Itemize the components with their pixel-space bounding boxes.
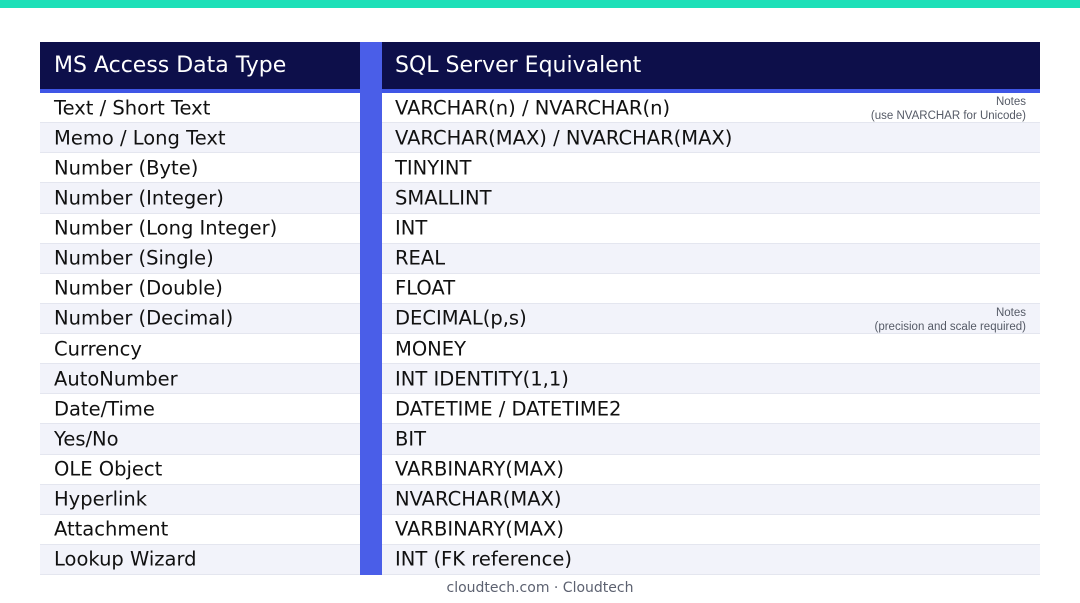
access-type-text: Currency — [54, 337, 142, 361]
access-type-cell: Lookup Wizard — [40, 544, 360, 574]
sql-type-text: VARBINARY(MAX) — [395, 457, 564, 481]
access-type-cell: Number (Double) — [40, 274, 360, 303]
sql-type-text: DECIMAL(p,s) — [395, 306, 527, 330]
sql-type-cell: FLOAT — [382, 274, 1040, 303]
table-row: Text / Short Text VARCHAR(n) / NVARCHAR(n… — [40, 93, 1040, 124]
sql-type-cell: SMALLINT — [382, 183, 1040, 213]
table-row: Number (Long Integer) INT — [40, 214, 1040, 244]
column-divider — [360, 42, 382, 575]
access-type-cell: Number (Single) — [40, 243, 360, 273]
sql-type-cell: BIT — [382, 424, 1040, 454]
sql-type-cell: NVARCHAR(MAX) — [382, 484, 1040, 514]
sql-type-cell: VARCHAR(n) / NVARCHAR(n) Notes (use NVARCH… — [382, 93, 1040, 122]
sql-type-text: FLOAT — [395, 276, 456, 300]
header-sql-equivalent: SQL Server Equivalent — [395, 53, 642, 78]
sql-type-text: MONEY — [395, 337, 466, 361]
row-note: Notes (use NVARCHAR for Unicode) — [871, 95, 1026, 123]
sql-type-text: DATETIME / DATETIME2 — [395, 397, 622, 421]
header-accent-line — [40, 89, 1040, 93]
footer-credit: cloudtech.com · Cloudtech — [446, 580, 634, 596]
sql-type-text: VARCHAR(n) / NVARCHAR(n) — [395, 96, 671, 120]
sql-type-cell: INT IDENTITY(1,1) — [382, 364, 1040, 394]
row-note: Notes (precision and scale required) — [875, 306, 1027, 334]
sql-type-text: BIT — [395, 427, 427, 451]
access-type-cell: Memo / Long Text — [40, 123, 360, 153]
access-type-text: Number (Decimal) — [54, 306, 234, 330]
sql-type-text: VARCHAR(MAX) / NVARCHAR(MAX) — [395, 126, 733, 150]
access-type-cell: Text / Short Text — [40, 93, 360, 122]
sql-type-cell: DATETIME / DATETIME2 — [382, 394, 1040, 423]
access-type-text: Number (Integer) — [54, 186, 224, 210]
row-note-text: (use NVARCHAR for Unicode) — [870, 110, 1026, 122]
sql-type-cell: DECIMAL(p,s) Notes (precision and scale re… — [382, 303, 1040, 334]
table-row: Number (Decimal) DECIMAL(p,s) Notes (precis… — [40, 303, 1040, 334]
access-type-cell: Currency — [40, 334, 360, 363]
table-row: Lookup Wizard INT (FK reference) — [40, 544, 1040, 575]
table-row: Number (Single) REAL — [40, 243, 1040, 274]
sql-type-cell: TINYINT — [382, 153, 1040, 182]
access-type-cell: Number (Byte) — [40, 153, 360, 182]
sql-type-cell: INT (FK reference) — [382, 544, 1040, 574]
access-type-cell: Number (Long Integer) — [40, 214, 360, 243]
access-type-cell: AutoNumber — [40, 364, 360, 394]
row-note-text: (precision and scale required) — [874, 320, 1027, 333]
access-type-text: Number (Long Integer) — [54, 216, 278, 240]
access-type-text: Number (Single) — [54, 246, 214, 270]
access-type-cell: Attachment — [40, 515, 360, 544]
sql-type-text: INT IDENTITY(1,1) — [395, 367, 569, 391]
sql-type-text: NVARCHAR(MAX) — [395, 487, 562, 511]
row-note-label: Notes — [995, 306, 1026, 319]
access-type-text: OLE Object — [54, 457, 163, 481]
table-row: Hyperlink NVARCHAR(MAX) — [40, 484, 1040, 515]
table-body: Text / Short Text VARCHAR(n) / NVARCHAR(n… — [40, 93, 1040, 575]
table-row: Date/Time DATETIME / DATETIME2 — [40, 394, 1040, 425]
sql-type-text: REAL — [395, 246, 446, 270]
access-type-text: Memo / Long Text — [54, 126, 226, 150]
top-accent-bar — [0, 0, 1080, 8]
table-row: Attachment VARBINARY(MAX) — [40, 515, 1040, 545]
sql-type-text: INT — [395, 216, 428, 240]
access-type-cell: Hyperlink — [40, 484, 360, 514]
table-row: Memo / Long Text VARCHAR(MAX) / NVARCHAR(… — [40, 123, 1040, 154]
access-type-text: Yes/No — [54, 427, 119, 451]
table-row: Number (Byte) TINYINT — [40, 153, 1040, 184]
access-type-cell: Number (Decimal) — [40, 303, 360, 333]
access-type-text: Number (Double) — [54, 276, 223, 300]
access-type-text: Text / Short Text — [54, 96, 211, 120]
sql-type-text: INT (FK reference) — [395, 547, 572, 571]
table-row: Number (Double) FLOAT — [40, 274, 1040, 304]
access-type-text: Hyperlink — [54, 487, 148, 511]
table-header: MS Access Data Type SQL Server Equivalen… — [40, 42, 1040, 89]
sql-type-cell: INT — [382, 214, 1040, 243]
sql-type-cell: MONEY — [382, 334, 1040, 363]
table-row: Number (Integer) SMALLINT — [40, 183, 1040, 214]
sql-type-text: TINYINT — [395, 156, 472, 180]
access-type-text: Number (Byte) — [54, 156, 199, 180]
sql-type-cell: VARBINARY(MAX) — [382, 515, 1040, 544]
sql-type-text: VARBINARY(MAX) — [395, 517, 564, 541]
table-row: AutoNumber INT IDENTITY(1,1) — [40, 364, 1040, 395]
table-row: Currency MONEY — [40, 334, 1040, 365]
access-type-text: AutoNumber — [54, 367, 178, 391]
sql-type-cell: REAL — [382, 243, 1040, 273]
header-access-type: MS Access Data Type — [54, 53, 287, 78]
access-type-cell: OLE Object — [40, 455, 360, 484]
access-type-text: Date/Time — [54, 397, 155, 421]
access-type-text: Lookup Wizard — [54, 547, 197, 571]
sql-type-text: SMALLINT — [395, 186, 492, 210]
table-row: Yes/No BIT — [40, 424, 1040, 455]
access-type-text: Attachment — [54, 517, 169, 541]
table-row: OLE Object VARBINARY(MAX) — [40, 455, 1040, 485]
access-type-cell: Date/Time — [40, 394, 360, 423]
sql-type-cell: VARBINARY(MAX) — [382, 455, 1040, 484]
row-note-label: Notes — [995, 96, 1026, 108]
access-type-cell: Yes/No — [40, 424, 360, 454]
data-type-mapping-table: MS Access Data Type SQL Server Equivalen… — [40, 42, 1040, 575]
access-type-cell: Number (Integer) — [40, 183, 360, 213]
sql-type-cell: VARCHAR(MAX) / NVARCHAR(MAX) — [382, 123, 1040, 153]
